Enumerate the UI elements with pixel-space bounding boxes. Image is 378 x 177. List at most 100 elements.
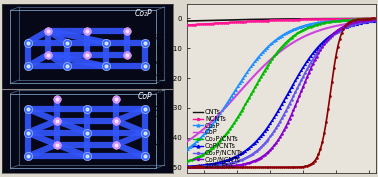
Point xyxy=(271,144,277,147)
Point xyxy=(252,166,258,169)
Point xyxy=(269,57,275,60)
Point xyxy=(362,17,368,20)
Point xyxy=(341,28,347,30)
Point xyxy=(250,160,256,163)
Point xyxy=(143,65,149,68)
Point xyxy=(369,18,375,20)
Point xyxy=(113,97,119,100)
Point xyxy=(300,165,306,168)
Point xyxy=(267,148,273,151)
Point xyxy=(260,72,266,75)
Point xyxy=(267,60,273,63)
Point xyxy=(181,166,187,169)
Point xyxy=(242,166,248,169)
Point xyxy=(294,87,301,90)
Text: Co₂P: Co₂P xyxy=(135,9,152,18)
Point xyxy=(335,18,341,20)
Point xyxy=(346,17,352,20)
Point xyxy=(267,122,273,125)
Point xyxy=(283,18,289,21)
Point xyxy=(263,140,270,143)
Point xyxy=(254,58,260,60)
Point xyxy=(45,53,51,56)
Point xyxy=(215,115,222,117)
Point xyxy=(277,166,283,169)
Point xyxy=(281,99,287,102)
Point xyxy=(258,19,264,22)
Point xyxy=(204,130,210,132)
Point xyxy=(231,156,237,159)
Point xyxy=(215,22,222,25)
Point xyxy=(192,165,198,168)
Point xyxy=(240,151,246,153)
Point xyxy=(192,157,198,160)
Point xyxy=(25,107,31,110)
Point xyxy=(143,155,149,158)
Point xyxy=(240,166,246,169)
Point xyxy=(231,91,237,94)
Point xyxy=(212,145,218,148)
Point xyxy=(302,28,308,30)
Point xyxy=(362,21,368,24)
Point xyxy=(371,17,377,20)
Point xyxy=(300,29,306,32)
Point xyxy=(84,155,90,158)
Point xyxy=(202,132,208,135)
Point xyxy=(296,83,302,86)
Point xyxy=(231,166,237,169)
Point xyxy=(279,103,285,106)
Point xyxy=(346,21,352,23)
Point xyxy=(331,32,337,35)
Point xyxy=(250,143,256,146)
Point xyxy=(208,166,214,169)
Point xyxy=(143,131,149,134)
Point xyxy=(187,166,193,169)
Point xyxy=(248,145,254,148)
Point xyxy=(342,26,349,29)
Point xyxy=(313,47,319,50)
Point xyxy=(273,141,279,144)
Point xyxy=(206,166,212,169)
Point xyxy=(143,107,149,110)
Point xyxy=(124,29,130,32)
Point xyxy=(356,20,362,23)
Point xyxy=(64,65,70,68)
Point xyxy=(192,141,198,144)
Point xyxy=(275,19,281,22)
Point xyxy=(296,26,302,29)
Point xyxy=(223,163,229,165)
Point xyxy=(214,143,220,146)
Point xyxy=(250,62,256,65)
Point xyxy=(354,18,360,21)
Point xyxy=(194,166,200,169)
Point xyxy=(208,22,214,25)
Point xyxy=(244,70,250,73)
Point xyxy=(296,72,302,75)
Point xyxy=(113,143,119,146)
Point xyxy=(204,151,210,154)
Point xyxy=(225,166,231,169)
Point xyxy=(143,155,149,158)
Point xyxy=(260,132,266,135)
Point xyxy=(313,18,319,21)
Point xyxy=(333,18,339,20)
Point xyxy=(233,21,239,24)
Point xyxy=(362,20,368,23)
Point xyxy=(277,136,283,139)
Point xyxy=(321,43,327,45)
Point xyxy=(316,52,322,55)
Point xyxy=(329,33,335,36)
Point xyxy=(300,75,306,78)
Point xyxy=(235,164,241,167)
Point xyxy=(342,17,349,20)
Point xyxy=(192,164,198,167)
Point xyxy=(227,165,233,168)
Point xyxy=(229,94,235,97)
Point xyxy=(191,143,197,146)
Point xyxy=(319,44,325,47)
Point xyxy=(371,17,377,20)
Point xyxy=(271,40,277,42)
Point xyxy=(344,17,350,20)
Point xyxy=(206,166,212,169)
Point xyxy=(252,141,258,144)
